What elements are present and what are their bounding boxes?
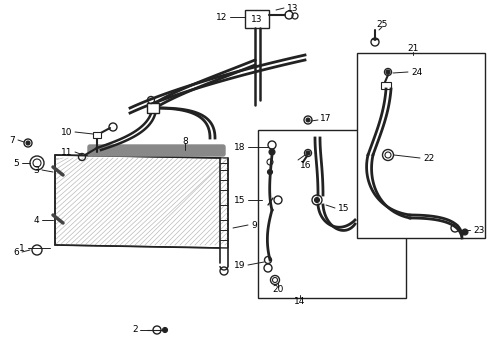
Text: 18: 18 — [234, 143, 245, 152]
Text: 11: 11 — [60, 148, 72, 157]
Circle shape — [306, 151, 310, 155]
Text: 15: 15 — [338, 203, 349, 212]
Text: 21: 21 — [407, 44, 418, 53]
Circle shape — [26, 141, 30, 145]
Circle shape — [315, 198, 319, 202]
Text: 1: 1 — [19, 243, 25, 252]
Text: 15: 15 — [234, 195, 245, 204]
Bar — [381, 82, 391, 89]
Text: 8: 8 — [182, 136, 188, 145]
Text: 13: 13 — [287, 4, 298, 13]
Bar — [357, 53, 485, 238]
Text: 16: 16 — [300, 161, 312, 170]
Text: 13: 13 — [251, 14, 263, 23]
Text: 4: 4 — [33, 216, 39, 225]
Polygon shape — [55, 155, 228, 248]
Text: 25: 25 — [376, 19, 388, 28]
Bar — [245, 10, 269, 28]
Text: 14: 14 — [294, 297, 306, 306]
Text: 5: 5 — [13, 158, 19, 167]
Text: 6: 6 — [13, 248, 19, 257]
Circle shape — [163, 328, 168, 333]
Text: 9: 9 — [251, 220, 257, 230]
Text: 7: 7 — [9, 135, 15, 144]
Circle shape — [462, 229, 468, 235]
Bar — [93, 132, 101, 138]
Text: 23: 23 — [473, 225, 485, 234]
Bar — [258, 130, 406, 298]
Text: 20: 20 — [272, 285, 284, 294]
Bar — [147, 103, 159, 113]
Text: 3: 3 — [33, 166, 39, 175]
Text: 22: 22 — [423, 153, 434, 162]
Circle shape — [306, 118, 310, 122]
FancyBboxPatch shape — [88, 145, 225, 156]
Circle shape — [269, 149, 275, 155]
Circle shape — [386, 70, 390, 74]
Text: 19: 19 — [234, 261, 245, 270]
Text: 12: 12 — [216, 13, 227, 22]
Text: 10: 10 — [60, 127, 72, 136]
Circle shape — [268, 170, 272, 175]
Text: 17: 17 — [320, 113, 332, 122]
Text: 2: 2 — [132, 325, 138, 334]
Text: 24: 24 — [411, 68, 422, 77]
